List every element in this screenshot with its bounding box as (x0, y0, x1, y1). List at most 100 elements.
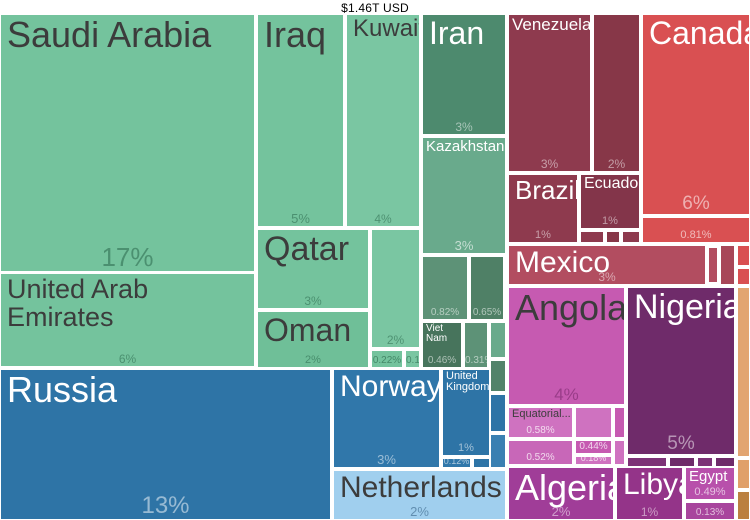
cell-pct-africa-other-052: 0.52% (526, 452, 555, 463)
cell-iran[interactable]: Iran 3% (422, 14, 506, 135)
cell-pct-africa-other-018: 0.18% (580, 456, 607, 463)
cell-sa-tiny-3[interactable] (622, 231, 640, 243)
cell-sa-other-2pct[interactable]: 2% (593, 14, 640, 172)
cell-label-united-arab-emirates: United Arab Emirates (7, 274, 149, 332)
cell-africa-other-013[interactable]: 0.13% (685, 502, 735, 520)
cell-asia-other-082[interactable]: 0.82% (422, 256, 468, 320)
cell-pct-mexico: 3% (598, 270, 616, 284)
cell-pct-netherlands: 2% (410, 504, 429, 519)
cell-oman[interactable]: Oman 2% (257, 311, 369, 368)
cell-europe-other-012[interactable]: 0.12% (442, 458, 471, 468)
cell-pct-egypt: 0.49% (694, 486, 726, 498)
cell-label-russia: Russia (7, 369, 118, 410)
cell-label-angola: Angola (515, 287, 625, 328)
cell-nigeria-row-3[interactable] (697, 457, 713, 467)
cell-me-other-2pct[interactable]: 2% (371, 229, 420, 348)
cell-label-iran: Iran (429, 15, 485, 51)
cell-pct-algeria: 2% (551, 504, 571, 519)
cell-africa-mid-1[interactable] (575, 407, 612, 438)
cell-kuwait[interactable]: Kuwait 4% (346, 14, 420, 227)
cell-europe-strip-1[interactable] (490, 394, 506, 432)
cell-pct-nigeria: 5% (667, 433, 695, 454)
cell-na-other-081[interactable]: 0.81% (642, 217, 750, 243)
cell-africa-other-018[interactable]: 0.18% (575, 456, 612, 465)
cell-nigeria-row-1[interactable] (627, 457, 667, 467)
cell-oceania-strip-3[interactable] (737, 491, 750, 520)
cell-na-tiny-0[interactable] (708, 247, 718, 283)
cell-norway[interactable]: Norway 3% (333, 369, 440, 468)
cell-pct-ecuador: 1% (602, 215, 618, 227)
cell-label-kazakhstan: Kazakhstan (426, 138, 505, 155)
cell-label-viet-nam: Viet Nam (426, 323, 448, 345)
cell-angola[interactable]: Angola 4% (508, 287, 625, 405)
cell-canada[interactable]: Canada 6% (642, 14, 750, 215)
cell-brazil[interactable]: Brazil 1% (508, 174, 578, 243)
cell-pct-me-other-01: 0.1% (406, 355, 420, 366)
cell-label-canada: Canada (649, 15, 750, 51)
cell-africa-col-1[interactable] (614, 407, 625, 438)
cell-asia-strip-1[interactable] (490, 322, 506, 358)
cell-viet-nam[interactable]: Viet Nam 0.46% (422, 322, 462, 368)
cell-label-venezuela: Venezuela (512, 15, 591, 34)
cell-africa-other-044[interactable]: 0.44% (575, 440, 612, 454)
cell-pct-me-other-2pct: 2% (386, 333, 405, 347)
cell-sa-tiny-2[interactable] (606, 231, 620, 243)
cell-nigeria-row-2[interactable] (669, 457, 695, 467)
cell-libya[interactable]: Libya 1% (616, 467, 683, 520)
cell-ecuador[interactable]: Ecuador 1% (580, 174, 640, 229)
cell-pct-equatorial-guinea: 0.58% (526, 425, 555, 436)
cell-pct-venezuela: 3% (540, 157, 559, 171)
cell-united-kingdom[interactable]: United Kingdom 1% (442, 369, 490, 456)
cell-pct-canada: 6% (682, 193, 710, 214)
cell-label-nigeria: Nigeria (634, 288, 735, 326)
cell-pct-iraq: 5% (291, 211, 310, 226)
cell-pct-asia-other-065: 0.65% (472, 307, 502, 318)
cell-pct-europe-other-012: 0.12% (443, 458, 470, 466)
cell-pct-asia-other-082: 0.82% (430, 307, 460, 318)
cell-pct-kazakhstan: 3% (454, 238, 474, 253)
cell-pct-russia: 13% (141, 492, 190, 519)
cell-europe-tiny-1[interactable] (473, 458, 490, 468)
cell-label-united-kingdom: United Kingdom (446, 370, 490, 394)
cell-nigeria-row-4[interactable] (715, 457, 735, 467)
cell-nigeria[interactable]: Nigeria 5% (627, 287, 735, 455)
cell-me-other-022[interactable]: 0.22% (371, 350, 403, 368)
cell-pct-oman: 2% (305, 354, 321, 366)
cell-pct-saudi-arabia: 17% (101, 242, 154, 272)
cell-pct-africa-other-044: 0.44% (579, 441, 608, 452)
cell-africa-other-052[interactable]: 0.52% (508, 440, 573, 465)
cell-asia-other-065[interactable]: 0.65% (470, 256, 504, 320)
chart-title: $1.46T USD (341, 1, 409, 15)
cell-label-mexico: Mexico (515, 246, 611, 279)
cell-pct-norway: 3% (377, 452, 396, 467)
cell-label-equatorial-guinea: Equatorial... (512, 408, 571, 420)
cell-egypt[interactable]: Egypt 0.49% (685, 467, 735, 500)
cell-russia[interactable]: Russia 13% (0, 369, 331, 520)
cell-saudi-arabia[interactable]: Saudi Arabia 17% (0, 14, 255, 272)
cell-oceania-strip-1[interactable] (737, 287, 750, 457)
cell-qatar[interactable]: Qatar 3% (257, 229, 369, 309)
cell-asia-other-031[interactable]: 0.31% (464, 322, 488, 368)
cell-algeria[interactable]: Algeria2% (508, 467, 614, 520)
cell-kazakhstan[interactable]: Kazakhstan 3% (422, 137, 506, 254)
cell-na-tiny-1[interactable] (720, 245, 735, 285)
cell-netherlands[interactable]: Netherlands 2% (333, 470, 506, 520)
cell-label-libya: Libya (623, 468, 682, 501)
cell-europe-strip-2[interactable] (490, 434, 506, 468)
cell-united-arab-emirates[interactable]: United Arab Emirates 6% (0, 273, 255, 367)
cell-pct-angola: 4% (554, 385, 579, 404)
cell-na-tiny-2[interactable] (737, 245, 750, 266)
cell-africa-col-2[interactable] (614, 440, 625, 465)
cell-venezuela[interactable]: Venezuela 3% (508, 14, 591, 172)
cell-equatorial-guinea[interactable]: Equatorial... 0.58% (508, 407, 573, 438)
cell-pct-africa-other-013: 0.13% (695, 507, 725, 518)
cell-oceania-strip-2[interactable] (737, 459, 750, 489)
cell-sa-tiny-1[interactable] (580, 231, 604, 243)
cell-asia-strip-2[interactable] (490, 360, 506, 392)
treemap: Saudi Arabia 17% United Arab Emirates 6% Ira… (0, 14, 750, 520)
cell-me-other-01[interactable]: 0.1% (405, 350, 420, 368)
cell-mexico[interactable]: Mexico 3% (508, 245, 706, 285)
cell-iraq[interactable]: Iraq 5% (257, 14, 344, 227)
cell-na-tiny-3[interactable] (737, 268, 750, 285)
